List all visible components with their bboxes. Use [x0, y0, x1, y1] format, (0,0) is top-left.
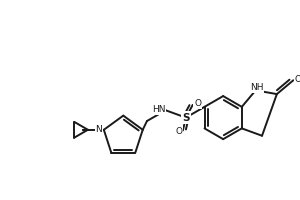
Text: O: O: [176, 127, 182, 136]
Text: NH: NH: [250, 83, 263, 92]
Text: N: N: [96, 125, 102, 134]
Text: S: S: [182, 113, 190, 123]
Text: O: O: [295, 75, 300, 84]
Text: O: O: [194, 99, 201, 108]
Text: HN: HN: [152, 105, 166, 114]
